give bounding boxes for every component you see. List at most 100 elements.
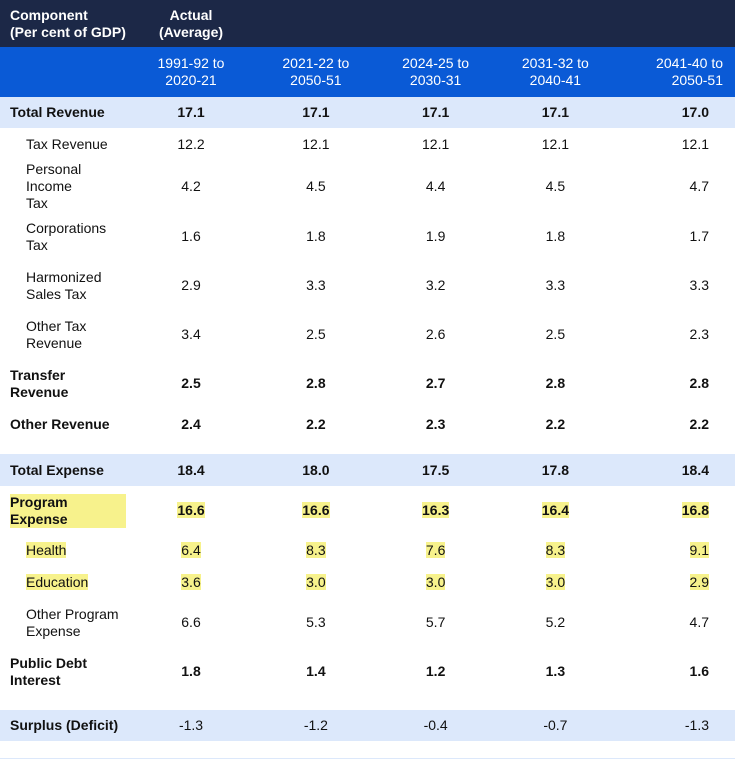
row-value: 2.9 xyxy=(689,573,709,590)
row-label: Health xyxy=(26,542,67,558)
row-value: 9.1 xyxy=(689,542,709,558)
header-blank xyxy=(495,0,616,47)
row-value: -0.7 xyxy=(495,710,616,741)
table-row: Other Tax Revenue 3.4 2.5 2.6 2.5 2.3 xyxy=(0,310,735,359)
row-value: 1.7 xyxy=(689,228,709,244)
row-value: 3.3 xyxy=(545,277,566,293)
table-row: Other Program Expense 6.6 5.3 5.7 5.2 4.… xyxy=(0,598,735,647)
row-value: 4.5 xyxy=(545,178,566,194)
row-value: 2.8 xyxy=(306,375,326,391)
row-value: 2.8 xyxy=(689,375,709,391)
row-value: 8.3 xyxy=(545,542,566,558)
period-header: 1991-92 to 2020-21 xyxy=(126,47,256,97)
row-value: 2.7 xyxy=(425,375,446,391)
row-value: 4.7 xyxy=(689,178,709,194)
row-value: 17.5 xyxy=(375,454,496,486)
row-value: 1.6 xyxy=(181,228,201,244)
row-value: 3.2 xyxy=(425,277,446,293)
table-row: Harmonized Sales Tax 2.9 3.3 3.2 3.3 3.3 xyxy=(0,261,735,310)
row-label: Other Tax Revenue xyxy=(26,317,87,351)
row-value: 2.3 xyxy=(689,326,709,342)
row-label: Transfer Revenue xyxy=(10,366,69,400)
row-value: 2.8 xyxy=(545,375,566,391)
table-row: Public Debt Interest 1.8 1.4 1.2 1.3 1.6 xyxy=(0,647,735,696)
row-value: -1.2 xyxy=(256,710,376,741)
row-value: 18.4 xyxy=(126,454,256,486)
row-label: Total Expense xyxy=(0,454,126,486)
actual-header: Actual (Average) xyxy=(126,0,256,47)
row-value: 16.4 xyxy=(541,502,569,518)
row-value: 8.3 xyxy=(306,542,326,558)
row-value: -0.4 xyxy=(375,710,496,741)
row-value: 3.0 xyxy=(545,573,566,590)
row-value: 1.4 xyxy=(306,663,326,679)
row-value: 4.7 xyxy=(689,614,709,630)
row-value: 2.9 xyxy=(181,277,201,293)
row-value: 3.0 xyxy=(306,573,326,590)
row-value: 12.1 xyxy=(681,136,709,152)
table-row: Education 3.6 3.0 3.0 3.0 2.9 xyxy=(0,566,735,598)
header-row-top: Component (Per cent of GDP) Actual (Averag… xyxy=(0,0,735,47)
row-label: Education xyxy=(26,573,89,590)
row-value: 1.8 xyxy=(545,228,566,244)
row-value: 1.2 xyxy=(425,663,446,679)
row-label: Personal Income Tax xyxy=(26,161,82,211)
row-label: Harmonized Sales Tax xyxy=(26,268,102,302)
row-value: 3.6 xyxy=(181,573,201,590)
row-value: 17.1 xyxy=(375,97,496,128)
row-value: 4.2 xyxy=(181,178,201,194)
row-label: Program Expense xyxy=(0,486,126,535)
row-value: 17.1 xyxy=(126,97,256,128)
row-value: 16.6 xyxy=(302,502,330,518)
table-row: Total Revenue 17.1 17.1 17.1 17.1 17.0 xyxy=(0,97,735,128)
row-label: Public Debt Interest xyxy=(10,654,88,688)
period-header: 2041-40 to 2050-51 xyxy=(615,47,735,97)
row-value: 1.8 xyxy=(306,228,326,244)
table-row: Tax Revenue 12.2 12.1 12.1 12.1 12.1 xyxy=(0,128,735,161)
row-label: Surplus (Deficit) xyxy=(0,710,126,741)
header-blank xyxy=(256,0,376,47)
row-value: 2.2 xyxy=(545,415,566,432)
spacer-row xyxy=(0,440,735,454)
row-value: 2.2 xyxy=(306,415,326,432)
header-blank xyxy=(375,0,496,47)
row-value: 18.4 xyxy=(615,454,735,486)
row-value: 6.6 xyxy=(181,614,201,630)
spacer-row xyxy=(0,696,735,710)
row-value: 2.6 xyxy=(425,326,446,342)
row-value: 1.6 xyxy=(689,663,709,679)
table-row: Health 6.4 8.3 7.6 8.3 9.1 xyxy=(0,535,735,566)
table-row: Personal Income Tax 4.2 4.5 4.4 4.5 4.7 xyxy=(0,161,735,212)
component-header: Component (Per cent of GDP) xyxy=(0,0,126,47)
row-value: 16.6 xyxy=(177,502,205,518)
row-value: 12.1 xyxy=(422,136,450,152)
row-value: 4.4 xyxy=(425,178,446,194)
row-value: 12.1 xyxy=(302,136,330,152)
table-row: Total Expense 18.4 18.0 17.5 17.8 18.4 xyxy=(0,454,735,486)
row-value: 2.5 xyxy=(181,375,201,391)
row-value: 17.8 xyxy=(495,454,616,486)
row-value: 17.1 xyxy=(495,97,616,128)
row-value: 16.8 xyxy=(681,502,709,518)
row-value: 7.6 xyxy=(425,542,446,558)
header-row-periods: 1991-92 to 2020-21 2021-22 to 2050-51 2024… xyxy=(0,47,735,97)
row-value: 6.4 xyxy=(181,542,201,558)
row-value: 3.0 xyxy=(425,573,446,590)
row-value: 3.3 xyxy=(306,277,326,293)
row-label: Corporations Tax xyxy=(26,219,107,253)
table-row: Other Revenue 2.4 2.2 2.3 2.2 2.2 xyxy=(0,408,735,440)
row-value: 18.0 xyxy=(256,454,376,486)
table-row: Program Expense 16.6 16.6 16.3 16.4 16.8 xyxy=(0,486,735,535)
row-value: 3.3 xyxy=(689,277,709,293)
period-header: 2024-25 to 2030-31 xyxy=(375,47,496,97)
bottom-divider xyxy=(0,758,735,759)
fiscal-table: Component (Per cent of GDP) Actual (Averag… xyxy=(0,0,735,741)
row-value: 5.3 xyxy=(306,614,326,630)
row-value: -1.3 xyxy=(126,710,256,741)
header-blank xyxy=(0,47,126,97)
row-value: 5.2 xyxy=(545,614,566,630)
header-blank xyxy=(615,0,735,47)
table-row: Surplus (Deficit) -1.3 -1.2 -0.4 -0.7 -1… xyxy=(0,710,735,741)
row-value: 1.9 xyxy=(425,228,446,244)
row-value: 2.5 xyxy=(545,326,566,342)
